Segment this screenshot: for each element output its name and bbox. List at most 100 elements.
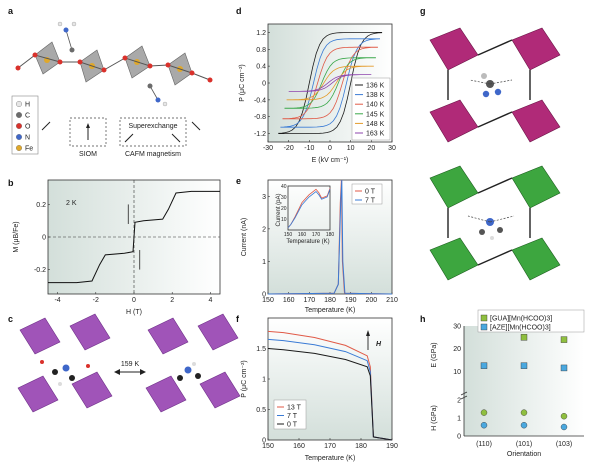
atom-legend-label-H: H xyxy=(25,102,30,109)
panel-h-letter: h xyxy=(420,314,426,324)
panel-h-ylabel-top: E (GPa) xyxy=(431,342,438,367)
atom-legend-dot-N xyxy=(16,133,23,140)
cafm-label: CAFM magnetism xyxy=(125,151,181,158)
panel-e-series-1 xyxy=(267,179,393,295)
panel-d-legend-box xyxy=(351,77,391,141)
panel-f-legend-label-0: 13 T xyxy=(287,405,302,412)
panel-h-h-point-1-1 xyxy=(520,422,528,429)
panel-a-molecule xyxy=(15,21,213,107)
panel-d-ytick-label-0: -1.2 xyxy=(254,131,266,138)
panel-c-structure-left xyxy=(17,313,113,413)
panel-h-h-ytick-label-2: 2 xyxy=(457,398,461,405)
panel-f-series-2 xyxy=(267,348,393,441)
panel-h-legend-label-0: [GUA][Mn(HCOO)3] xyxy=(490,316,552,323)
panel-c-arrow-label: 159 K xyxy=(121,361,140,368)
panel-a-letter: a xyxy=(8,6,14,16)
panel-f-xtick-label-0: 150 xyxy=(262,443,274,450)
panel-f-ytick-label-2: 1 xyxy=(262,377,266,384)
panel-e-xtick-label-1: 160 xyxy=(283,297,295,304)
panel-c-transition-arrow: 159 K xyxy=(114,361,146,375)
panel-d-letter: d xyxy=(236,6,242,16)
panel-g: g xyxy=(420,6,561,281)
panel-d-series-2 xyxy=(282,46,378,120)
panel-c-structure-right xyxy=(145,313,241,413)
atom-legend-label-Fe: Fe xyxy=(25,146,33,153)
panel-h-h-point-0-2 xyxy=(560,413,568,420)
panel-f-xtick-label-4: 190 xyxy=(386,443,398,450)
panel-e-ylabel: Current (nA) xyxy=(241,218,248,257)
atom-legend-dot-Fe xyxy=(16,144,23,151)
panel-h: h 10 20 30 0 1 2 (110) (101) (103) [GUA][Mn(HCOO)… xyxy=(420,309,585,458)
panel-e-inset-ytick-label-0: 10 xyxy=(281,217,287,223)
panel-b-xtick-label-4: 4 xyxy=(208,297,212,304)
panel-e-inset-series-1 xyxy=(287,189,331,229)
atom-legend-dot-O xyxy=(16,122,23,129)
panel-h-e-point-0-1 xyxy=(520,334,528,341)
panel-d-legend-label-3: 145 K xyxy=(366,111,385,118)
panel-e-xtick-label-3: 180 xyxy=(324,297,336,304)
panel-h-h-ytick-label-1: 1 xyxy=(457,416,461,423)
panel-d-xtick-label-2: -10 xyxy=(304,145,314,152)
panel-f-legend-label-2: 0 T xyxy=(287,422,298,429)
panel-e-xtick-label-0: 150 xyxy=(262,297,274,304)
panel-e-inset-xtick-label-3: 180 xyxy=(326,232,335,238)
panel-e-ytick-label-0: 0 xyxy=(262,292,266,299)
panel-e-ytick-label-1: 1 xyxy=(262,259,266,266)
panel-e-xtick-label-5: 200 xyxy=(365,297,377,304)
panel-e-xtick-label-2: 170 xyxy=(303,297,315,304)
panel-h-h-point-0-1 xyxy=(520,409,528,416)
panel-b-xlabel: H (T) xyxy=(126,309,142,316)
panel-e-legend: 0 T7 T xyxy=(351,183,383,205)
panel-d-ytick-label-2: -0.4 xyxy=(254,97,266,104)
panel-b-xtick-label-1: -2 xyxy=(93,297,99,304)
panel-h-e-ytick-label-0: 10 xyxy=(453,369,461,376)
panel-b-xtick-label-0: -4 xyxy=(54,297,60,304)
panel-e-inset-xtick-label-1: 160 xyxy=(298,232,307,238)
panel-f-ytick-label-1: 0.5 xyxy=(256,407,266,414)
panel-e-letter: e xyxy=(236,176,241,186)
panel-e-inset-xlabel: Temperature (K) xyxy=(286,239,329,245)
panel-f-xtick-label-3: 180 xyxy=(355,443,367,450)
panel-d-series-3 xyxy=(284,57,376,109)
panel-c: c 159 K xyxy=(8,313,241,413)
panel-h-legend-swatch-1 xyxy=(480,323,488,331)
panel-e-inset-frame xyxy=(287,185,331,231)
panel-g-structure-bottom xyxy=(429,165,561,281)
panel-e-inset-xtick-label-0: 150 xyxy=(284,232,293,238)
panel-b-series-line xyxy=(48,190,220,284)
panel-d-legend-label-4: 148 K xyxy=(366,121,385,128)
panel-d-series-0 xyxy=(278,32,383,134)
panel-h-e-ytick-label-1: 20 xyxy=(453,346,461,353)
panel-d-ytick-label-4: 0.4 xyxy=(256,64,266,71)
panel-f-xtick-label-2: 170 xyxy=(324,443,336,450)
panel-h-axis-break xyxy=(460,391,468,400)
panel-h-category-label-1: (101) xyxy=(516,441,532,448)
panel-c-letter: c xyxy=(8,314,13,324)
panel-f-legend-label-1: 7 T xyxy=(287,413,298,420)
panel-b: b -4 -2 0 2 4 -0.2 0 0.2 2 K H (T) M (μB/Fe) xyxy=(8,178,221,316)
panel-d-legend-label-5: 163 K xyxy=(366,131,385,138)
panel-b-annotation: 2 K xyxy=(66,200,77,207)
superexchange-box: Superexchange CAFM magnetism xyxy=(119,117,187,158)
panel-d-series-5 xyxy=(288,74,372,92)
panel-b-xtick-label-2: 0 xyxy=(132,297,136,304)
panel-h-ylabel-bottom: H (GPa) xyxy=(431,405,438,431)
panel-e-legend-box xyxy=(351,183,383,205)
panel-d-ytick-label-6: 1.2 xyxy=(256,30,266,37)
panel-f-h-label: H xyxy=(376,341,382,348)
panel-e-inset-ytick-label-2: 30 xyxy=(281,195,287,201)
panel-e-xlabel: Temperature (K) xyxy=(305,307,356,314)
panel-b-ytick-label-1: 0 xyxy=(42,235,46,242)
panel-h-legend: [GUA][Mn(HCOO)3] [AZE][Mn(HCOO)3] xyxy=(477,309,585,333)
panel-f-letter: f xyxy=(236,314,240,324)
panel-b-xtick-label-3: 2 xyxy=(170,297,174,304)
panel-e-inset-ytick-label-3: 40 xyxy=(281,184,287,190)
panel-h-h-point-1-2 xyxy=(560,423,568,431)
siom-box: SIOM xyxy=(69,117,107,158)
panel-d-legend-label-0: 136 K xyxy=(366,83,385,90)
panel-h-xlabel: Orientation xyxy=(507,451,541,458)
panel-d-ylabel: P (μC cm⁻²) xyxy=(239,64,246,102)
